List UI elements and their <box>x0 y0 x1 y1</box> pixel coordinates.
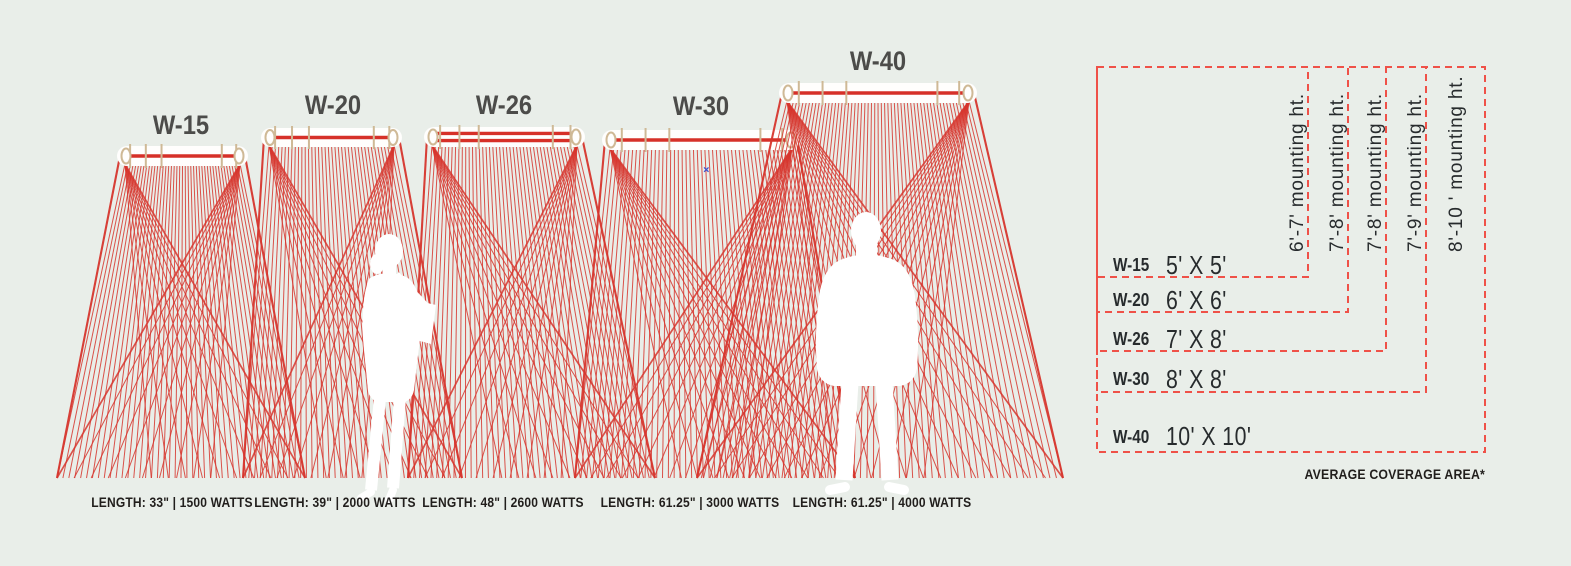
mounting-label-w40: 8'-10 ' mounting ht. <box>1446 75 1467 252</box>
table-coverage-w40: 10' X 10' <box>1166 421 1252 451</box>
coverage-table-boxes <box>1096 66 1486 453</box>
table-model-w40: W-40 <box>1113 427 1150 447</box>
table-coverage-w30: 8' X 8' <box>1166 364 1227 394</box>
person-male-silhouette <box>815 212 919 495</box>
end-bracket <box>782 84 794 102</box>
scale-figures <box>357 212 919 504</box>
table-model-w30: W-30 <box>1113 369 1150 389</box>
heater-title-w30: W-30 <box>672 91 730 121</box>
mounting-label-w26: 7'-8' mounting ht. <box>1365 93 1386 252</box>
heater-caption-w26: LENGTH: 48" | 2600 WATTS <box>422 494 584 510</box>
heater-caption-w40: LENGTH: 61.25" | 4000 WATTS <box>792 494 972 510</box>
table-model-w15: W-15 <box>1113 255 1150 275</box>
mounting-label-w20: 7'-8' mounting ht. <box>1327 93 1348 252</box>
coverage-box-w-40 <box>1096 66 1486 453</box>
table-model-w20: W-20 <box>1113 290 1150 310</box>
heater-title-w40: W-40 <box>849 46 907 76</box>
end-bracket <box>120 147 132 165</box>
heater-caption-w15: LENGTH: 33" | 1500 WATTS <box>91 494 253 510</box>
table-coverage-w15: 5' X 5' <box>1166 250 1227 280</box>
mounting-label-w15: 6'-7' mounting ht. <box>1287 93 1308 252</box>
coverage-box-w-15 <box>1096 66 1309 278</box>
end-bracket <box>962 84 974 102</box>
end-bracket <box>233 147 245 165</box>
stray-x-marker: × <box>703 163 710 176</box>
heater-caption-w20: LENGTH: 39" | 2000 WATTS <box>254 494 416 510</box>
average-coverage-footnote: AVERAGE COVERAGE AREA* <box>1304 466 1485 482</box>
table-coverage-w20: 6' X 6' <box>1166 285 1227 315</box>
heater-title-w15: W-15 <box>152 110 210 140</box>
heater-body-w-26 <box>424 127 585 147</box>
end-bracket <box>427 128 439 146</box>
heater-w-15 <box>55 144 307 479</box>
mounting-label-w30: 7'-9' mounting ht. <box>1405 93 1426 252</box>
person-female-silhouette <box>357 234 436 504</box>
end-bracket <box>264 129 276 146</box>
heater-caption-w30: LENGTH: 61.25" | 3000 WATTS <box>600 494 780 510</box>
heater-title-w26: W-26 <box>475 90 533 120</box>
table-model-w26: W-26 <box>1113 329 1150 349</box>
heater-title-w20: W-20 <box>304 90 362 120</box>
end-bracket <box>570 128 582 146</box>
end-bracket <box>605 131 617 149</box>
table-coverage-w26: 7' X 8' <box>1166 324 1227 354</box>
heater-w-26 <box>406 125 657 479</box>
end-bracket <box>387 129 399 146</box>
